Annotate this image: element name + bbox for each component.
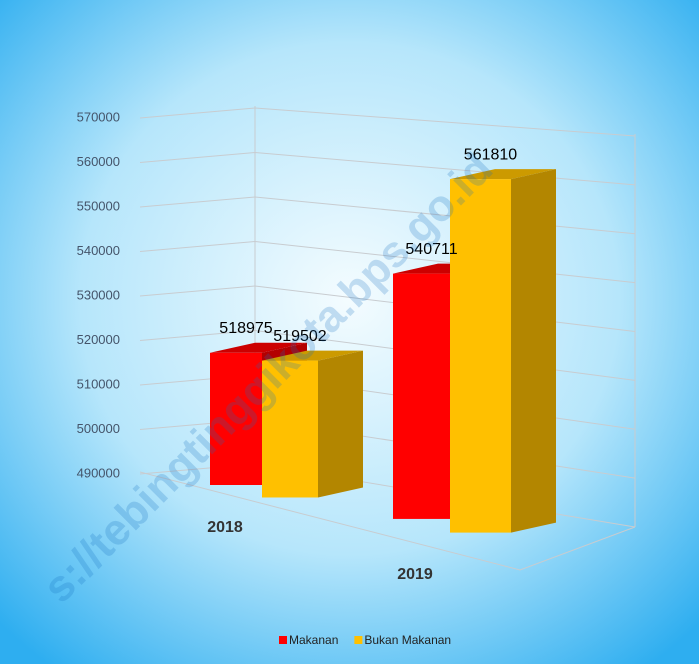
value-label: 519502 (273, 328, 326, 345)
bar-top (262, 350, 363, 361)
bar-top (210, 342, 307, 353)
y-tick-label: 570000 (77, 109, 120, 124)
floor (139, 471, 636, 571)
value-label: 561810 (464, 146, 517, 163)
value-label: 518975 (219, 320, 272, 337)
legend-label: Makanan (289, 633, 338, 647)
legend-swatch (354, 636, 363, 644)
bar (262, 360, 318, 498)
bar (210, 352, 262, 485)
y-tick-label: 560000 (77, 154, 120, 169)
y-tick-label: 530000 (77, 287, 120, 302)
bars (210, 169, 556, 533)
y-tick-label: 550000 (77, 198, 120, 213)
y-tick-label: 520000 (77, 332, 120, 347)
bar-side (511, 169, 556, 533)
y-tick-label: 490000 (77, 465, 120, 480)
bar (393, 273, 450, 519)
legend-label: Bukan Makanan (364, 633, 451, 647)
value-label: 540711 (405, 241, 457, 258)
bar (450, 179, 511, 533)
y-tick-label: 510000 (77, 376, 120, 391)
bar-side (318, 350, 363, 498)
y-tick-label: 540000 (77, 243, 120, 258)
legend-swatch (279, 636, 287, 644)
labels: 490000 500000 510000 520000 530000 540000 5500… (77, 109, 518, 647)
x-tick-label: 2018 (207, 519, 243, 536)
bar-top (450, 169, 556, 180)
x-tick-label: 2019 (397, 566, 433, 583)
y-tick-label: 500000 (77, 421, 120, 436)
